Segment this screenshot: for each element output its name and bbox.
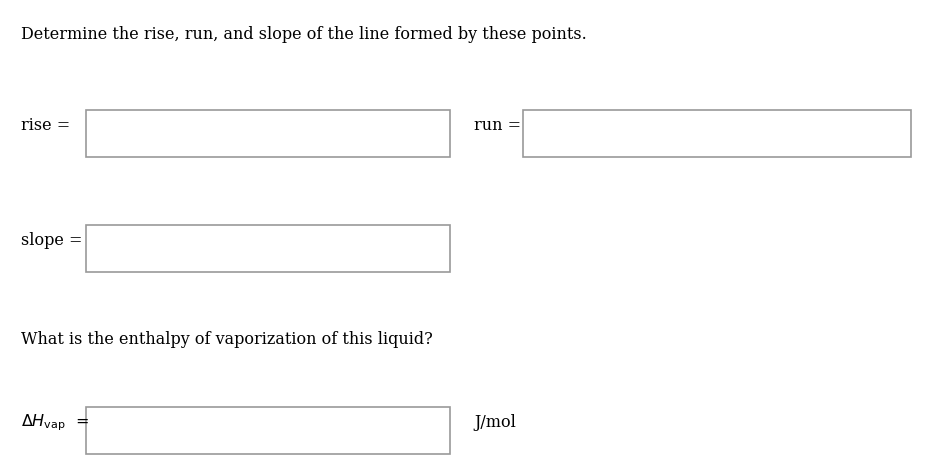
Bar [86, 110, 450, 157]
Text: J/mol: J/mol [474, 414, 517, 431]
Text: Determine the rise, run, and slope of the line formed by these points.: Determine the rise, run, and slope of th… [21, 26, 587, 43]
Bar [86, 225, 450, 272]
Text: run =: run = [474, 117, 521, 134]
Bar [86, 407, 450, 454]
Text: slope =: slope = [21, 232, 82, 249]
Text: What is the enthalpy of vaporization of this liquid?: What is the enthalpy of vaporization of … [21, 331, 432, 348]
Text: rise =: rise = [21, 117, 70, 134]
Text: $\Delta H_{\mathrm{vap}}$  =: $\Delta H_{\mathrm{vap}}$ = [21, 412, 89, 433]
Bar [523, 110, 911, 157]
